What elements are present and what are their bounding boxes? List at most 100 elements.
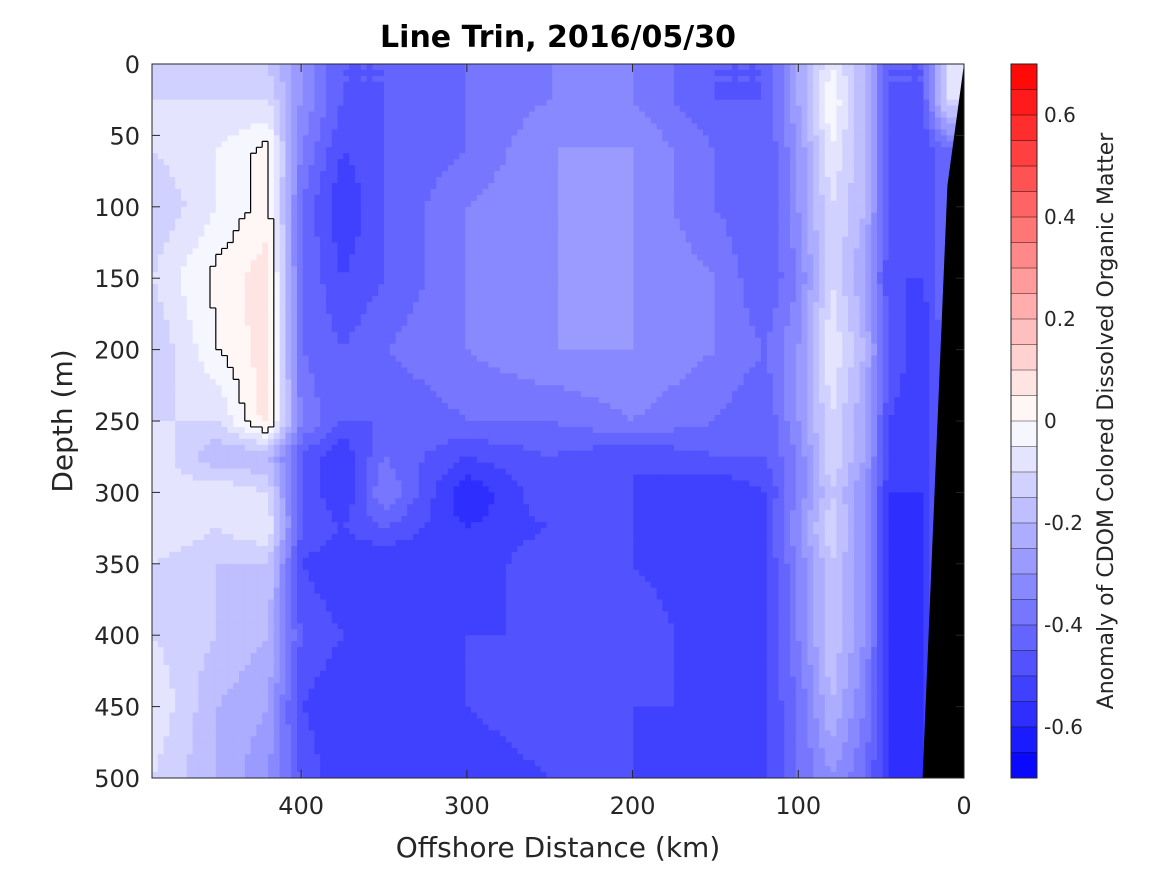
heatmap-cell: [511, 87, 518, 95]
heatmap-cell: [372, 212, 379, 220]
heatmap-cell: [940, 75, 948, 83]
heatmap-cell: [157, 260, 165, 267]
heatmap-cell: [848, 105, 855, 113]
heatmap-cell: [604, 153, 611, 160]
heatmap-cell: [511, 75, 518, 83]
heatmap-cell: [662, 123, 669, 131]
heatmap-cell: [453, 218, 460, 226]
heatmap-cell: [210, 183, 217, 190]
heatmap-cell: [563, 200, 571, 208]
heatmap-cell: [175, 272, 182, 279]
heatmap-cell: [853, 141, 861, 148]
heatmap-cell: [819, 224, 826, 232]
heatmap-cell: [616, 69, 623, 77]
heatmap-cell: [639, 254, 646, 261]
heatmap-cell: [192, 254, 199, 261]
heatmap-cell: [743, 236, 750, 244]
heatmap-cell: [610, 111, 617, 119]
heatmap-cell: [186, 242, 194, 250]
heatmap-cell: [935, 183, 942, 190]
heatmap-cell: [534, 266, 542, 273]
heatmap-cell: [865, 129, 872, 136]
heatmap-cell: [604, 230, 611, 238]
heatmap-cell: [436, 165, 443, 172]
heatmap-cell: [488, 81, 495, 89]
heatmap-cell: [308, 159, 315, 166]
heatmap-cell: [813, 159, 820, 166]
heatmap-cell: [349, 242, 356, 250]
heatmap-cell: [668, 224, 675, 232]
heatmap-cell: [459, 177, 466, 184]
heatmap-cell: [772, 212, 779, 220]
heatmap-cell: [221, 177, 228, 184]
heatmap-cell: [418, 194, 426, 202]
heatmap-cell: [778, 99, 785, 107]
heatmap-cell: [476, 147, 484, 154]
heatmap-cell: [830, 111, 837, 119]
heatmap-cell: [337, 153, 344, 160]
heatmap-cell: [384, 171, 391, 178]
heatmap-cell: [355, 141, 362, 148]
heatmap-cell: [372, 147, 379, 154]
heatmap-cell: [418, 248, 426, 255]
heatmap-cell: [256, 171, 263, 178]
heatmap-cell: [587, 236, 594, 244]
heatmap-cell: [575, 117, 582, 125]
heatmap-cell: [534, 111, 542, 119]
heatmap-cell: [204, 64, 211, 71]
heatmap-cell: [755, 236, 762, 244]
heatmap-cell: [679, 93, 687, 101]
heatmap-cell: [894, 236, 901, 244]
heatmap-cell: [761, 153, 768, 160]
heatmap-cell: [250, 99, 257, 107]
heatmap-cell: [836, 236, 843, 244]
heatmap-cell: [413, 105, 420, 113]
heatmap-cell: [714, 230, 721, 238]
heatmap-cell: [801, 177, 808, 184]
heatmap-cell: [714, 212, 721, 220]
heatmap-cell: [210, 141, 217, 148]
heatmap-cell: [227, 171, 234, 178]
heatmap-cell: [256, 188, 263, 196]
heatmap-cell: [917, 206, 924, 214]
heatmap-cell: [186, 236, 194, 244]
heatmap-cell: [842, 75, 849, 83]
heatmap-cell: [221, 224, 228, 232]
heatmap-cell: [830, 171, 837, 178]
heatmap-cell: [424, 93, 431, 101]
heatmap-cell: [273, 224, 281, 232]
heatmap-cell: [302, 272, 310, 279]
heatmap-cell: [244, 153, 252, 160]
heatmap-cell: [476, 75, 484, 83]
heatmap-cell: [273, 129, 281, 136]
heatmap-cell: [616, 218, 623, 226]
heatmap-cell: [529, 177, 536, 184]
heatmap-cell: [888, 159, 895, 166]
heatmap-cell: [813, 236, 820, 244]
heatmap-cell: [877, 171, 884, 178]
heatmap-cell: [917, 230, 924, 238]
heatmap-cell: [679, 135, 687, 142]
heatmap-cell: [807, 93, 814, 101]
heatmap-cell: [471, 230, 478, 238]
heatmap-cell: [227, 224, 234, 232]
heatmap-cell: [331, 242, 339, 250]
heatmap-cell: [331, 87, 339, 95]
heatmap-cell: [703, 123, 710, 131]
heatmap-cell: [923, 177, 930, 184]
heatmap-cell: [517, 171, 524, 178]
heatmap-cell: [581, 254, 588, 261]
heatmap-cell: [824, 93, 832, 101]
heatmap-cell: [691, 218, 698, 226]
heatmap-cell: [511, 165, 518, 172]
heatmap-cell: [703, 147, 710, 154]
heatmap-cell: [494, 64, 501, 71]
heatmap-cell: [662, 147, 669, 154]
heatmap-cell: [320, 105, 327, 113]
heatmap-cell: [569, 230, 576, 238]
heatmap-cell: [355, 266, 362, 273]
heatmap-cell: [807, 123, 814, 131]
heatmap-cell: [459, 87, 466, 95]
heatmap-cell: [882, 242, 890, 250]
heatmap-cell: [795, 81, 803, 89]
